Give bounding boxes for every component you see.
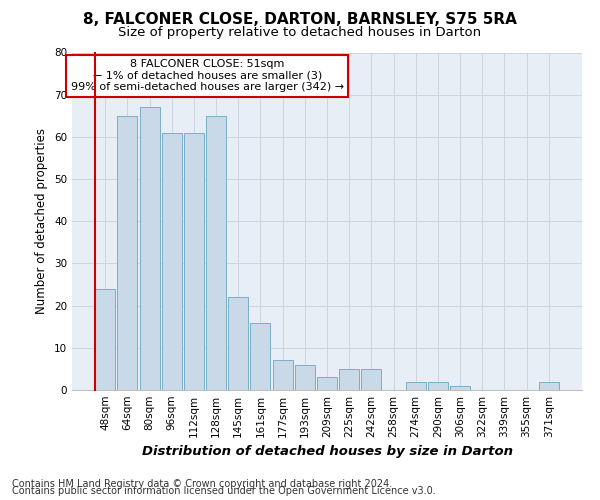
- Bar: [272, 360, 293, 390]
- Text: 8 FALCONER CLOSE: 51sqm
← 1% of detached houses are smaller (3)
99% of semi-deta: 8 FALCONER CLOSE: 51sqm ← 1% of detached…: [71, 59, 344, 92]
- Bar: [317, 378, 337, 390]
- Bar: [450, 386, 470, 390]
- Bar: [206, 116, 226, 390]
- Bar: [140, 108, 160, 390]
- Text: Contains HM Land Registry data © Crown copyright and database right 2024.: Contains HM Land Registry data © Crown c…: [12, 479, 392, 489]
- Bar: [118, 116, 137, 390]
- Bar: [250, 322, 271, 390]
- X-axis label: Distribution of detached houses by size in Darton: Distribution of detached houses by size …: [142, 446, 512, 458]
- Bar: [228, 297, 248, 390]
- Bar: [162, 132, 182, 390]
- Bar: [361, 369, 382, 390]
- Bar: [295, 364, 315, 390]
- Bar: [95, 289, 115, 390]
- Bar: [339, 369, 359, 390]
- Text: Size of property relative to detached houses in Darton: Size of property relative to detached ho…: [118, 26, 482, 39]
- Y-axis label: Number of detached properties: Number of detached properties: [35, 128, 49, 314]
- Bar: [184, 132, 204, 390]
- Text: 8, FALCONER CLOSE, DARTON, BARNSLEY, S75 5RA: 8, FALCONER CLOSE, DARTON, BARNSLEY, S75…: [83, 12, 517, 28]
- Bar: [406, 382, 426, 390]
- Text: Contains public sector information licensed under the Open Government Licence v3: Contains public sector information licen…: [12, 486, 436, 496]
- Bar: [539, 382, 559, 390]
- Bar: [428, 382, 448, 390]
